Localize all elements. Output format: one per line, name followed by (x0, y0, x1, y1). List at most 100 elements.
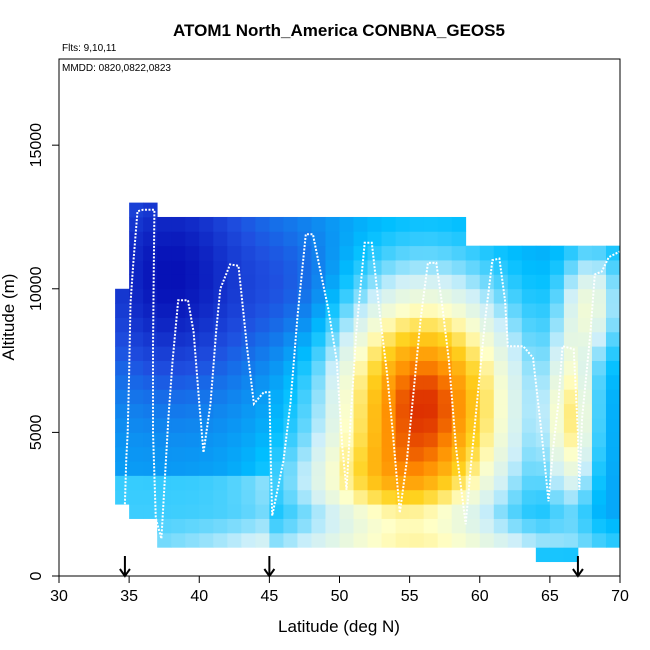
y-axis: 0 5000 10000 15000 (28, 123, 59, 580)
heatmap-cell (269, 432, 284, 448)
heatmap-cell (577, 504, 593, 519)
heatmap-cell (255, 374, 270, 390)
heatmap-cell (311, 245, 326, 261)
heatmap-cell (381, 288, 396, 304)
x-tick-label: 70 (611, 588, 629, 605)
heatmap-cell (171, 518, 186, 534)
heatmap-cell (493, 331, 509, 347)
heatmap-cell (171, 389, 186, 405)
heatmap-cell (577, 461, 593, 476)
heatmap-cell (493, 374, 509, 390)
heatmap-cell (185, 489, 200, 505)
heatmap-cell (437, 403, 453, 419)
heatmap-cell (549, 418, 565, 433)
heatmap-cell (199, 245, 214, 261)
heatmap-cell (479, 288, 495, 304)
heatmap-cell (129, 303, 144, 318)
heatmap-cell (367, 360, 382, 376)
heatmap-cell (549, 245, 565, 261)
heatmap-cell (409, 446, 425, 462)
heatmap-cell (213, 518, 228, 534)
heatmap-cell (563, 374, 579, 390)
heatmap-cell (269, 346, 284, 361)
heatmap-cell (381, 274, 396, 290)
heatmap-cell (227, 288, 242, 304)
heatmap-cell (143, 303, 158, 318)
heatmap-cell (535, 260, 551, 275)
heatmap-cell (213, 432, 228, 448)
heatmap-cell (311, 432, 326, 448)
heatmap-cell (311, 360, 326, 376)
heatmap-cell (493, 245, 509, 261)
heatmap-cell (451, 288, 467, 304)
heatmap-cell (507, 303, 523, 318)
heatmap-cell (423, 418, 439, 433)
heatmap-cell (521, 518, 537, 534)
heatmap-cell (157, 260, 172, 275)
heatmap-cell (241, 461, 256, 476)
heatmap-cell (451, 504, 467, 519)
heatmap-cell (157, 475, 172, 491)
heatmap-cell (143, 216, 158, 232)
heatmap-cell (367, 231, 382, 247)
heatmap-cell (129, 260, 144, 275)
heatmap-cell (451, 303, 467, 318)
heatmap-cell (241, 216, 256, 232)
heatmap-cell (255, 446, 270, 462)
heatmap-cell (591, 461, 607, 476)
heatmap-cell (297, 475, 312, 491)
heatmap-cell (465, 374, 481, 390)
heatmap-cell (479, 317, 495, 333)
heatmap-cell (535, 360, 551, 376)
heatmap-cell (199, 518, 214, 534)
y-tick-label: 0 (28, 571, 45, 580)
heatmap-cell (367, 475, 382, 491)
heatmap-cell (367, 389, 382, 405)
heatmap-cell (185, 216, 200, 232)
heatmap-cell (311, 231, 326, 247)
heatmap-cell (493, 403, 509, 419)
heatmap-cell (381, 245, 396, 261)
heatmap-cell (437, 216, 453, 232)
x-axis: 30 35 40 45 50 55 60 65 70 (50, 576, 629, 605)
heatmap-cell (451, 489, 467, 505)
heatmap-cell (227, 360, 242, 376)
heatmap-cell (185, 260, 200, 275)
heatmap-cell (521, 360, 537, 376)
heatmap-cell (451, 475, 467, 491)
heatmap-cell (185, 346, 200, 361)
heatmap-cell (465, 504, 481, 519)
heatmap-cell (339, 389, 354, 405)
heatmap-cell (241, 504, 256, 519)
heatmap-cell (549, 446, 565, 462)
heatmap-cell (535, 504, 551, 519)
heatmap-cell (213, 461, 228, 476)
heatmap-cell (577, 274, 593, 290)
heatmap-cell (395, 331, 411, 347)
heatmap-cell (213, 403, 228, 419)
heatmap-cell (605, 360, 621, 376)
heatmap-cell (493, 389, 509, 405)
heatmap-cell (157, 374, 172, 390)
heatmap-cell (395, 532, 411, 548)
heatmap-cell (339, 504, 354, 519)
heatmap-cell (129, 245, 144, 261)
heatmap-cell (535, 346, 551, 361)
heatmap-cell (185, 274, 200, 290)
heatmap-cell (395, 216, 411, 232)
heatmap-cell (451, 331, 467, 347)
heatmap-cell (465, 518, 481, 534)
heatmap-cell (451, 346, 467, 361)
heatmap-cell (535, 432, 551, 448)
heatmap-cell (521, 245, 537, 261)
heatmap-cell (423, 216, 439, 232)
subtitle-flights: Flts: 9,10,11 (62, 43, 117, 54)
heatmap-cell (367, 317, 382, 333)
heatmap-cell (409, 432, 425, 448)
heatmap-cell (563, 274, 579, 290)
heatmap-cell (339, 518, 354, 534)
heatmap-cell (395, 245, 411, 261)
heatmap-cell (269, 418, 284, 433)
heatmap-cell (129, 432, 144, 448)
heatmap-cell (171, 504, 186, 519)
